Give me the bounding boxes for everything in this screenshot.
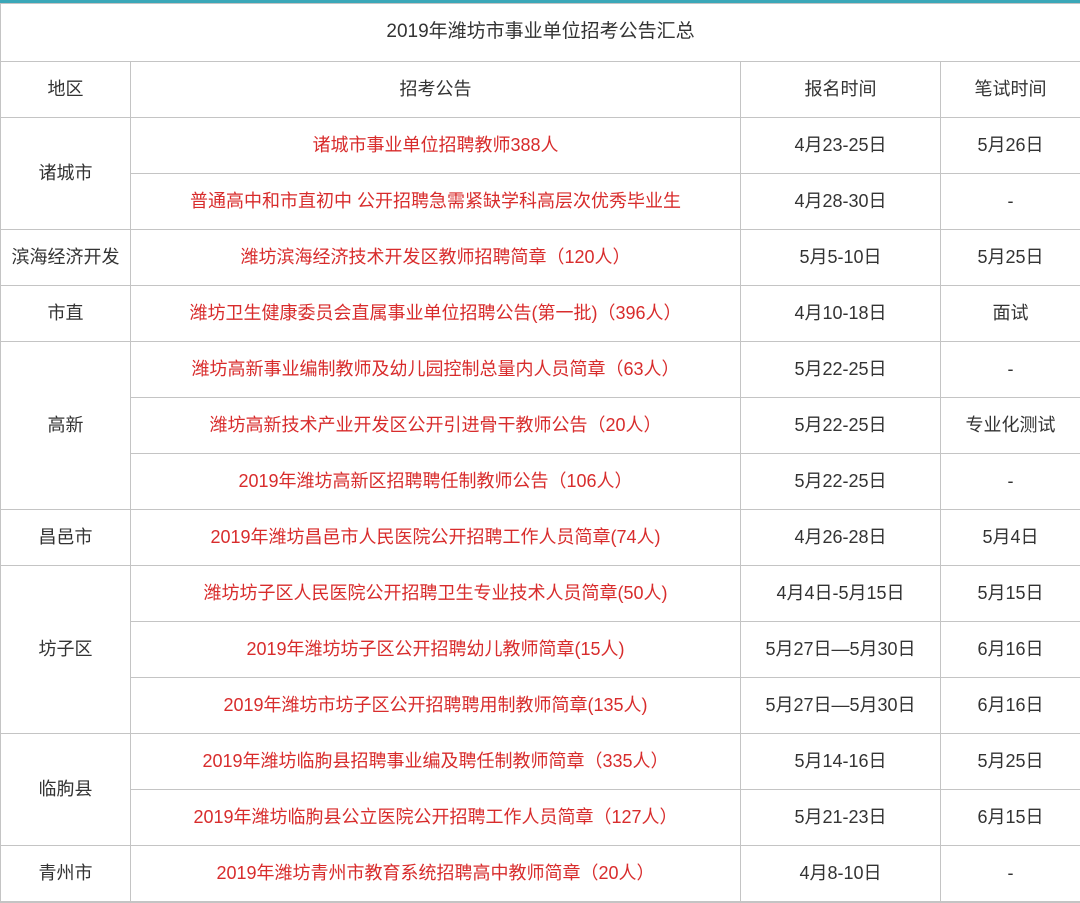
column-header-register_time: 报名时间	[741, 61, 941, 117]
register-time-cell: 5月22-25日	[741, 341, 941, 397]
region-cell: 坊子区	[1, 565, 131, 733]
table-row: 滨海经济开发潍坊滨海经济技术开发区教师招聘简章（120人）5月5-10日5月25…	[1, 229, 1080, 285]
exam-time-cell: -	[941, 173, 1080, 229]
exam-time-cell: -	[941, 453, 1080, 509]
exam-time-cell: 专业化测试	[941, 397, 1080, 453]
table-row: 2019年潍坊高新区招聘聘任制教师公告（106人）5月22-25日-	[1, 453, 1080, 509]
exam-time-cell: 5月25日	[941, 229, 1080, 285]
table-row: 2019年潍坊临朐县公立医院公开招聘工作人员简章（127人）5月21-23日6月…	[1, 789, 1080, 845]
table-row: 临朐县2019年潍坊临朐县招聘事业编及聘任制教师简章（335人）5月14-16日…	[1, 733, 1080, 789]
table-row: 普通高中和市直初中 公开招聘急需紧缺学科高层次优秀毕业生4月28-30日-	[1, 173, 1080, 229]
announcement-link[interactable]: 潍坊坊子区人民医院公开招聘卫生专业技术人员简章(50人)	[131, 565, 741, 621]
announcement-link[interactable]: 2019年潍坊昌邑市人民医院公开招聘工作人员简章(74人)	[131, 509, 741, 565]
exam-time-cell: 6月16日	[941, 677, 1080, 733]
exam-time-cell: 面试	[941, 285, 1080, 341]
register-time-cell: 5月22-25日	[741, 453, 941, 509]
register-time-cell: 4月4日-5月15日	[741, 565, 941, 621]
announcement-link[interactable]: 2019年潍坊临朐县公立医院公开招聘工作人员简章（127人）	[131, 789, 741, 845]
register-time-cell: 5月22-25日	[741, 397, 941, 453]
announcement-link[interactable]: 2019年潍坊青州市教育系统招聘高中教师简章（20人）	[131, 845, 741, 901]
table-row: 昌邑市2019年潍坊昌邑市人民医院公开招聘工作人员简章(74人)4月26-28日…	[1, 509, 1080, 565]
table-row: 2019年潍坊坊子区公开招聘幼儿教师简章(15人)5月27日—5月30日6月16…	[1, 621, 1080, 677]
announcement-link[interactable]: 2019年潍坊临朐县招聘事业编及聘任制教师简章（335人）	[131, 733, 741, 789]
region-cell: 昌邑市	[1, 509, 131, 565]
register-time-cell: 4月28-30日	[741, 173, 941, 229]
region-cell: 青州市	[1, 845, 131, 901]
table-row: 潍坊高新技术产业开发区公开引进骨干教师公告（20人）5月22-25日专业化测试	[1, 397, 1080, 453]
region-cell: 临朐县	[1, 733, 131, 845]
register-time-cell: 5月27日—5月30日	[741, 677, 941, 733]
exam-time-cell: 5月4日	[941, 509, 1080, 565]
table-row: 市直潍坊卫生健康委员会直属事业单位招聘公告(第一批)（396人）4月10-18日…	[1, 285, 1080, 341]
announcement-link[interactable]: 潍坊高新技术产业开发区公开引进骨干教师公告（20人）	[131, 397, 741, 453]
announcement-link[interactable]: 潍坊高新事业编制教师及幼儿园控制总量内人员简章（63人）	[131, 341, 741, 397]
exam-time-cell: 6月15日	[941, 789, 1080, 845]
region-cell: 滨海经济开发	[1, 229, 131, 285]
register-time-cell: 5月5-10日	[741, 229, 941, 285]
exam-time-cell: -	[941, 845, 1080, 901]
exam-time-cell: 5月15日	[941, 565, 1080, 621]
table-row: 诸城市诸城市事业单位招聘教师388人4月23-25日5月26日	[1, 117, 1080, 173]
exam-time-cell: 6月16日	[941, 621, 1080, 677]
register-time-cell: 4月26-28日	[741, 509, 941, 565]
region-cell: 诸城市	[1, 117, 131, 229]
announcement-link[interactable]: 2019年潍坊坊子区公开招聘幼儿教师简章(15人)	[131, 621, 741, 677]
register-time-cell: 4月10-18日	[741, 285, 941, 341]
announcement-link[interactable]: 诸城市事业单位招聘教师388人	[131, 117, 741, 173]
announcement-link[interactable]: 潍坊滨海经济技术开发区教师招聘简章（120人）	[131, 229, 741, 285]
announcement-link[interactable]: 普通高中和市直初中 公开招聘急需紧缺学科高层次优秀毕业生	[131, 173, 741, 229]
region-cell: 市直	[1, 285, 131, 341]
exam-time-cell: -	[941, 341, 1080, 397]
register-time-cell: 4月23-25日	[741, 117, 941, 173]
table-row: 2019年潍坊市坊子区公开招聘聘用制教师简章(135人)5月27日—5月30日6…	[1, 677, 1080, 733]
register-time-cell: 5月14-16日	[741, 733, 941, 789]
exam-time-cell: 5月26日	[941, 117, 1080, 173]
table-title: 2019年潍坊市事业单位招考公告汇总	[1, 4, 1080, 62]
region-cell: 高新	[1, 341, 131, 509]
table-row: 坊子区潍坊坊子区人民医院公开招聘卫生专业技术人员简章(50人)4月4日-5月15…	[1, 565, 1080, 621]
column-header-region: 地区	[1, 61, 131, 117]
register-time-cell: 5月27日—5月30日	[741, 621, 941, 677]
table-container: 2019年潍坊市事业单位招考公告汇总地区招考公告报名时间笔试时间诸城市诸城市事业…	[0, 0, 1080, 903]
recruitment-table: 2019年潍坊市事业单位招考公告汇总地区招考公告报名时间笔试时间诸城市诸城市事业…	[0, 3, 1080, 902]
column-header-exam_time: 笔试时间	[941, 61, 1080, 117]
table-row: 青州市2019年潍坊青州市教育系统招聘高中教师简章（20人）4月8-10日-	[1, 845, 1080, 901]
announcement-link[interactable]: 潍坊卫生健康委员会直属事业单位招聘公告(第一批)（396人）	[131, 285, 741, 341]
register-time-cell: 5月21-23日	[741, 789, 941, 845]
exam-time-cell: 5月25日	[941, 733, 1080, 789]
table-row: 高新潍坊高新事业编制教师及幼儿园控制总量内人员简章（63人）5月22-25日-	[1, 341, 1080, 397]
column-header-announcement: 招考公告	[131, 61, 741, 117]
register-time-cell: 4月8-10日	[741, 845, 941, 901]
announcement-link[interactable]: 2019年潍坊市坊子区公开招聘聘用制教师简章(135人)	[131, 677, 741, 733]
announcement-link[interactable]: 2019年潍坊高新区招聘聘任制教师公告（106人）	[131, 453, 741, 509]
